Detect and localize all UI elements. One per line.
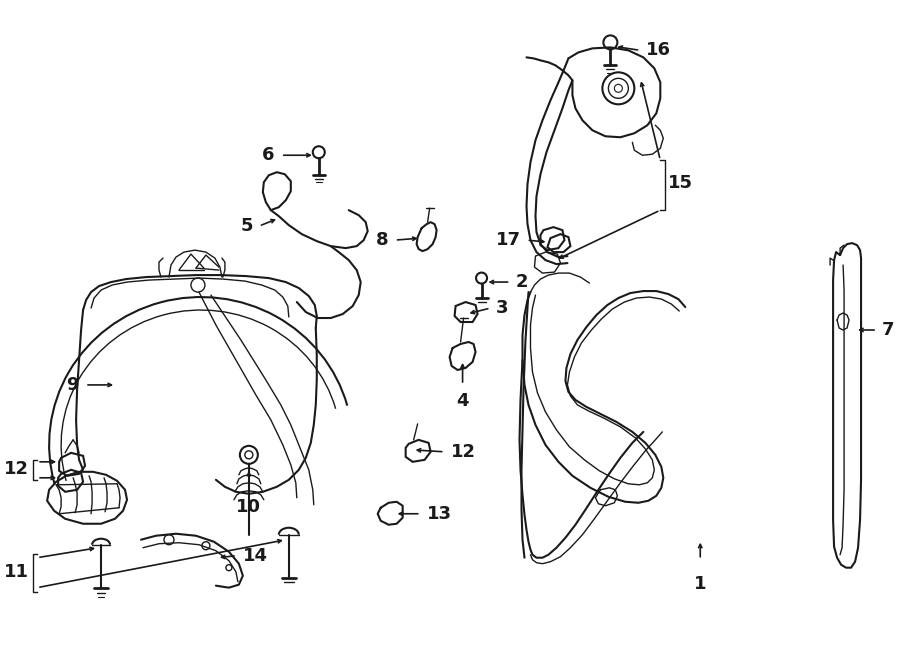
Text: 4: 4 <box>456 392 469 410</box>
Text: 16: 16 <box>646 41 671 60</box>
Text: 8: 8 <box>376 231 389 249</box>
Text: 12: 12 <box>451 443 475 461</box>
Text: 17: 17 <box>496 231 520 249</box>
Text: 12: 12 <box>4 460 29 478</box>
Text: 3: 3 <box>496 299 508 317</box>
Text: 10: 10 <box>237 498 261 516</box>
Text: 13: 13 <box>427 504 452 523</box>
Text: 2: 2 <box>516 273 528 291</box>
Text: 5: 5 <box>240 217 253 235</box>
Text: 7: 7 <box>882 321 895 339</box>
Text: 14: 14 <box>243 547 268 565</box>
Text: 6: 6 <box>262 146 274 164</box>
Text: 1: 1 <box>694 575 706 592</box>
Text: 15: 15 <box>669 174 693 192</box>
Text: 9: 9 <box>67 376 79 394</box>
Text: 11: 11 <box>4 563 29 581</box>
